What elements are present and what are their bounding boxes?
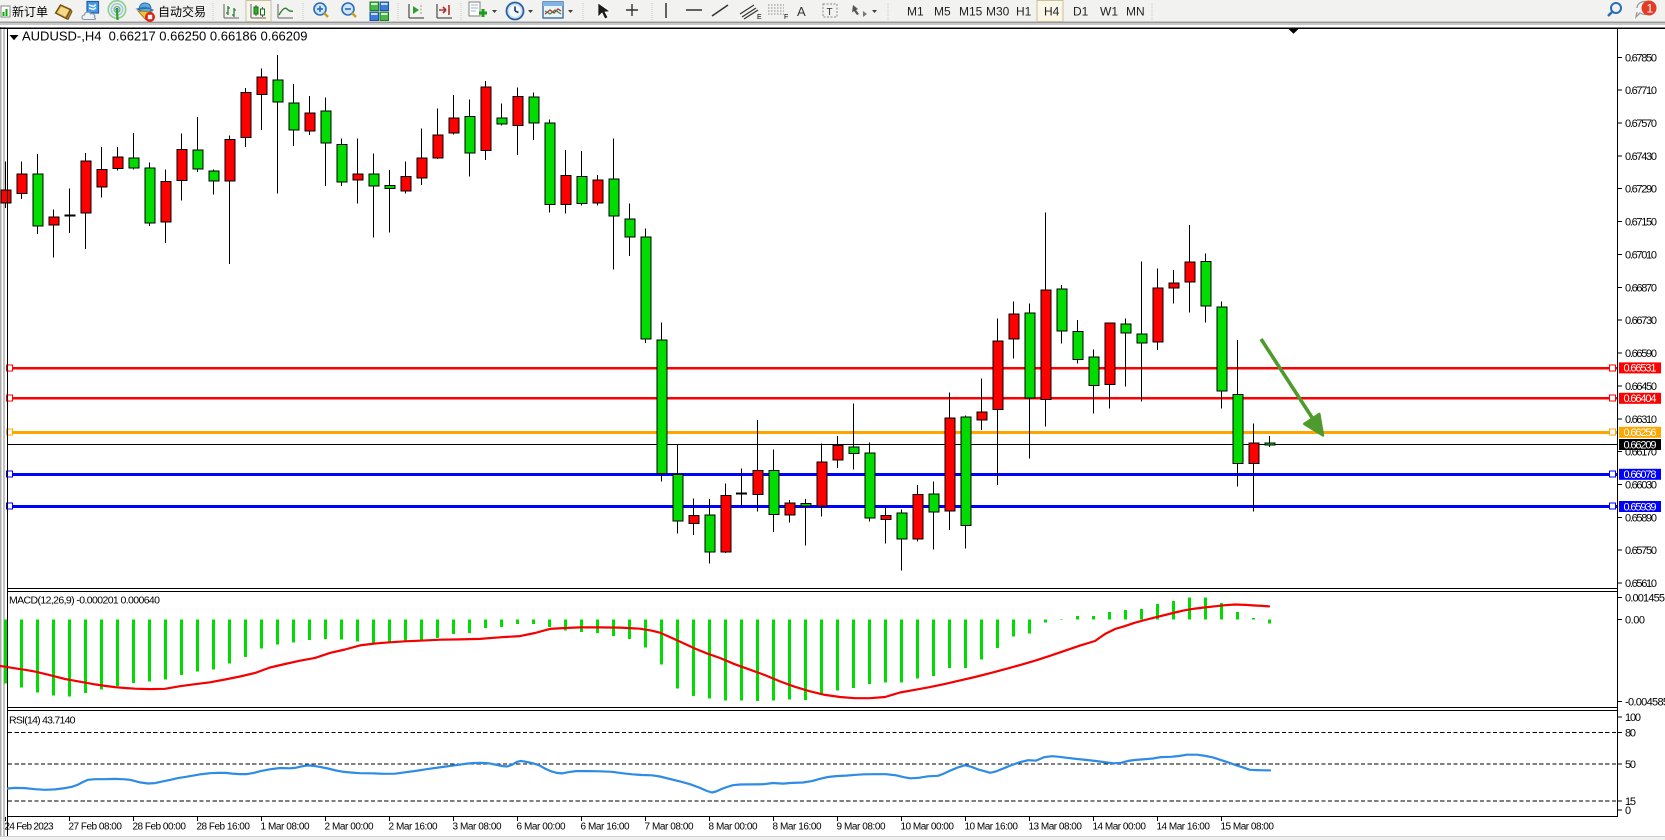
svg-text:自动交易: 自动交易 xyxy=(158,4,206,19)
svg-text:0.66404: 0.66404 xyxy=(1624,393,1657,405)
svg-text:9 Mar 08:00: 9 Mar 08:00 xyxy=(837,822,886,833)
svg-text:0.66310: 0.66310 xyxy=(1625,414,1657,426)
svg-text:8 Mar 16:00: 8 Mar 16:00 xyxy=(773,822,822,833)
svg-text:M1: M1 xyxy=(907,5,924,19)
svg-text:0.67850: 0.67850 xyxy=(1625,52,1657,64)
svg-text:0.65610: 0.65610 xyxy=(1625,578,1657,590)
svg-text:AUDUSD-,H4 0.66217 0.66250 0.: AUDUSD-,H4 0.66217 0.66250 0.66186 0.662… xyxy=(22,29,307,44)
svg-text:M30: M30 xyxy=(986,5,1010,19)
svg-text:2 Mar 16:00: 2 Mar 16:00 xyxy=(389,822,438,833)
svg-text:27 Feb 08:00: 27 Feb 08:00 xyxy=(69,822,123,833)
svg-text:0.67290: 0.67290 xyxy=(1625,184,1657,196)
svg-text:M5: M5 xyxy=(934,5,951,19)
svg-text:0.66256: 0.66256 xyxy=(1624,427,1657,439)
svg-text:10 Mar 00:00: 10 Mar 00:00 xyxy=(901,822,955,833)
svg-text:0.67010: 0.67010 xyxy=(1625,250,1657,262)
svg-text:0.00: 0.00 xyxy=(1625,614,1645,626)
svg-text:W1: W1 xyxy=(1100,5,1118,19)
svg-text:F: F xyxy=(784,14,788,21)
svg-text:0.66209: 0.66209 xyxy=(1624,439,1657,451)
svg-text:0.65939: 0.65939 xyxy=(1624,501,1657,513)
svg-text:0.65890: 0.65890 xyxy=(1625,512,1657,524)
svg-text:50: 50 xyxy=(1625,759,1636,771)
svg-text:H4: H4 xyxy=(1044,5,1060,19)
svg-text:3 Mar 08:00: 3 Mar 08:00 xyxy=(453,822,502,833)
svg-text:-0.004585: -0.004585 xyxy=(1625,697,1665,709)
svg-text:0.66531: 0.66531 xyxy=(1624,363,1657,375)
svg-text:0.66030: 0.66030 xyxy=(1625,480,1657,492)
svg-text:15: 15 xyxy=(1625,796,1636,808)
svg-text:8 Mar 00:00: 8 Mar 00:00 xyxy=(709,822,758,833)
svg-text:0.66870: 0.66870 xyxy=(1625,282,1657,294)
svg-text:A: A xyxy=(797,4,806,19)
svg-text:RSI(14) 43.7140: RSI(14) 43.7140 xyxy=(9,715,76,727)
svg-text:0.66730: 0.66730 xyxy=(1625,315,1657,327)
svg-text:28 Feb 16:00: 28 Feb 16:00 xyxy=(197,822,251,833)
svg-text:6 Mar 00:00: 6 Mar 00:00 xyxy=(517,822,566,833)
svg-text:新订单: 新订单 xyxy=(12,4,48,19)
svg-text:0.66450: 0.66450 xyxy=(1625,381,1657,393)
svg-text:0.67150: 0.67150 xyxy=(1625,217,1657,229)
svg-text:6 Mar 16:00: 6 Mar 16:00 xyxy=(581,822,630,833)
svg-text:24 Feb 2023: 24 Feb 2023 xyxy=(5,822,54,833)
svg-text:13 Mar 08:00: 13 Mar 08:00 xyxy=(1029,822,1083,833)
svg-text:T: T xyxy=(827,7,833,18)
svg-text:14 Mar 00:00: 14 Mar 00:00 xyxy=(1093,822,1147,833)
svg-text:0.67570: 0.67570 xyxy=(1625,118,1657,130)
svg-text:MN: MN xyxy=(1126,5,1145,19)
svg-text:H1: H1 xyxy=(1016,5,1032,19)
svg-text:0.65750: 0.65750 xyxy=(1625,545,1657,557)
svg-text:10 Mar 16:00: 10 Mar 16:00 xyxy=(965,822,1019,833)
svg-text:MACD(12,26,9) -0.000201 0.0006: MACD(12,26,9) -0.000201 0.000640 xyxy=(9,594,160,606)
svg-text:0.67430: 0.67430 xyxy=(1625,151,1657,163)
svg-text:1 Mar 08:00: 1 Mar 08:00 xyxy=(261,822,310,833)
svg-text:28 Feb 00:00: 28 Feb 00:00 xyxy=(133,822,187,833)
svg-text:14 Mar 16:00: 14 Mar 16:00 xyxy=(1157,822,1211,833)
svg-text:15 Mar 08:00: 15 Mar 08:00 xyxy=(1221,822,1275,833)
svg-text:2 Mar 00:00: 2 Mar 00:00 xyxy=(325,822,374,833)
svg-text:100: 100 xyxy=(1625,712,1641,724)
svg-text:80: 80 xyxy=(1625,728,1636,740)
svg-text:0.67710: 0.67710 xyxy=(1625,85,1657,97)
svg-text:0: 0 xyxy=(1625,805,1631,817)
svg-text:M15: M15 xyxy=(959,5,983,19)
svg-text:0.001455: 0.001455 xyxy=(1625,592,1665,604)
svg-text:0.66078: 0.66078 xyxy=(1624,469,1657,481)
svg-text:7 Mar 08:00: 7 Mar 08:00 xyxy=(645,822,694,833)
svg-text:0.66590: 0.66590 xyxy=(1625,348,1657,360)
svg-text:E: E xyxy=(757,14,762,21)
svg-text:D1: D1 xyxy=(1073,5,1089,19)
svg-text:1: 1 xyxy=(1647,2,1654,16)
